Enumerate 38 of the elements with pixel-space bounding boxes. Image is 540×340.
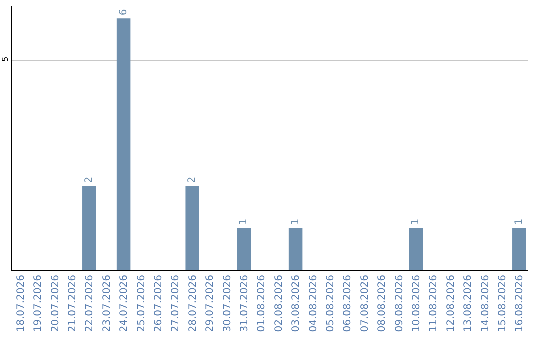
x-tick-label: 24.07.2026 bbox=[119, 275, 130, 332]
x-tick-label: 12.08.2026 bbox=[446, 275, 457, 332]
x-tick-label: 10.08.2026 bbox=[411, 275, 422, 332]
data-label: 2 bbox=[84, 176, 95, 184]
data-label: 1 bbox=[410, 218, 422, 226]
x-tick-label: 27.07.2026 bbox=[170, 275, 182, 332]
x-tick-label: 22.07.2026 bbox=[84, 275, 96, 332]
x-tick-label: 02.08.2026 bbox=[274, 275, 285, 332]
x-tick-label: 03.08.2026 bbox=[291, 275, 302, 332]
x-tick-label: 09.08.2026 bbox=[394, 275, 406, 332]
x-tick-label: 20.07.2026 bbox=[50, 275, 62, 332]
data-label: 2 bbox=[187, 176, 198, 184]
x-tick-label: 06.08.2026 bbox=[342, 275, 354, 332]
x-tick-label: 08.08.2026 bbox=[377, 275, 388, 332]
x-tick-label: 19.07.2026 bbox=[33, 275, 44, 332]
data-label: 1 bbox=[514, 218, 525, 226]
x-tick-label: 15.08.2026 bbox=[497, 275, 508, 332]
x-tick-label: 01.08.2026 bbox=[256, 275, 268, 332]
x-tick-label: 29.07.2026 bbox=[205, 275, 216, 332]
x-tick-label: 16.08.2026 bbox=[514, 275, 526, 332]
x-tick-label: 25.07.2026 bbox=[136, 275, 148, 332]
x-tick-label: 18.07.2026 bbox=[16, 275, 27, 332]
x-tick-label: 28.07.2026 bbox=[188, 275, 199, 332]
y-tick-label: 5 bbox=[0, 56, 10, 62]
x-tick-label: 21.07.2026 bbox=[67, 275, 78, 332]
data-label: 1 bbox=[290, 218, 302, 226]
x-tick-label: 13.08.2026 bbox=[463, 275, 474, 332]
x-tick-label: 05.08.2026 bbox=[325, 275, 336, 332]
x-tick-label: 07.08.2026 bbox=[360, 275, 371, 332]
x-tick-label: 23.07.2026 bbox=[102, 275, 113, 332]
x-tick-label: 31.07.2026 bbox=[239, 275, 250, 332]
x-tick-label: 11.08.2026 bbox=[428, 275, 440, 332]
x-tick-label: 14.08.2026 bbox=[480, 275, 492, 332]
data-label: 1 bbox=[238, 218, 250, 226]
x-tick-label: 26.07.2026 bbox=[153, 275, 164, 332]
data-label: 6 bbox=[118, 9, 130, 16]
x-tick-label: 30.07.2026 bbox=[222, 275, 234, 332]
x-tick-label: 04.08.2026 bbox=[308, 275, 320, 332]
